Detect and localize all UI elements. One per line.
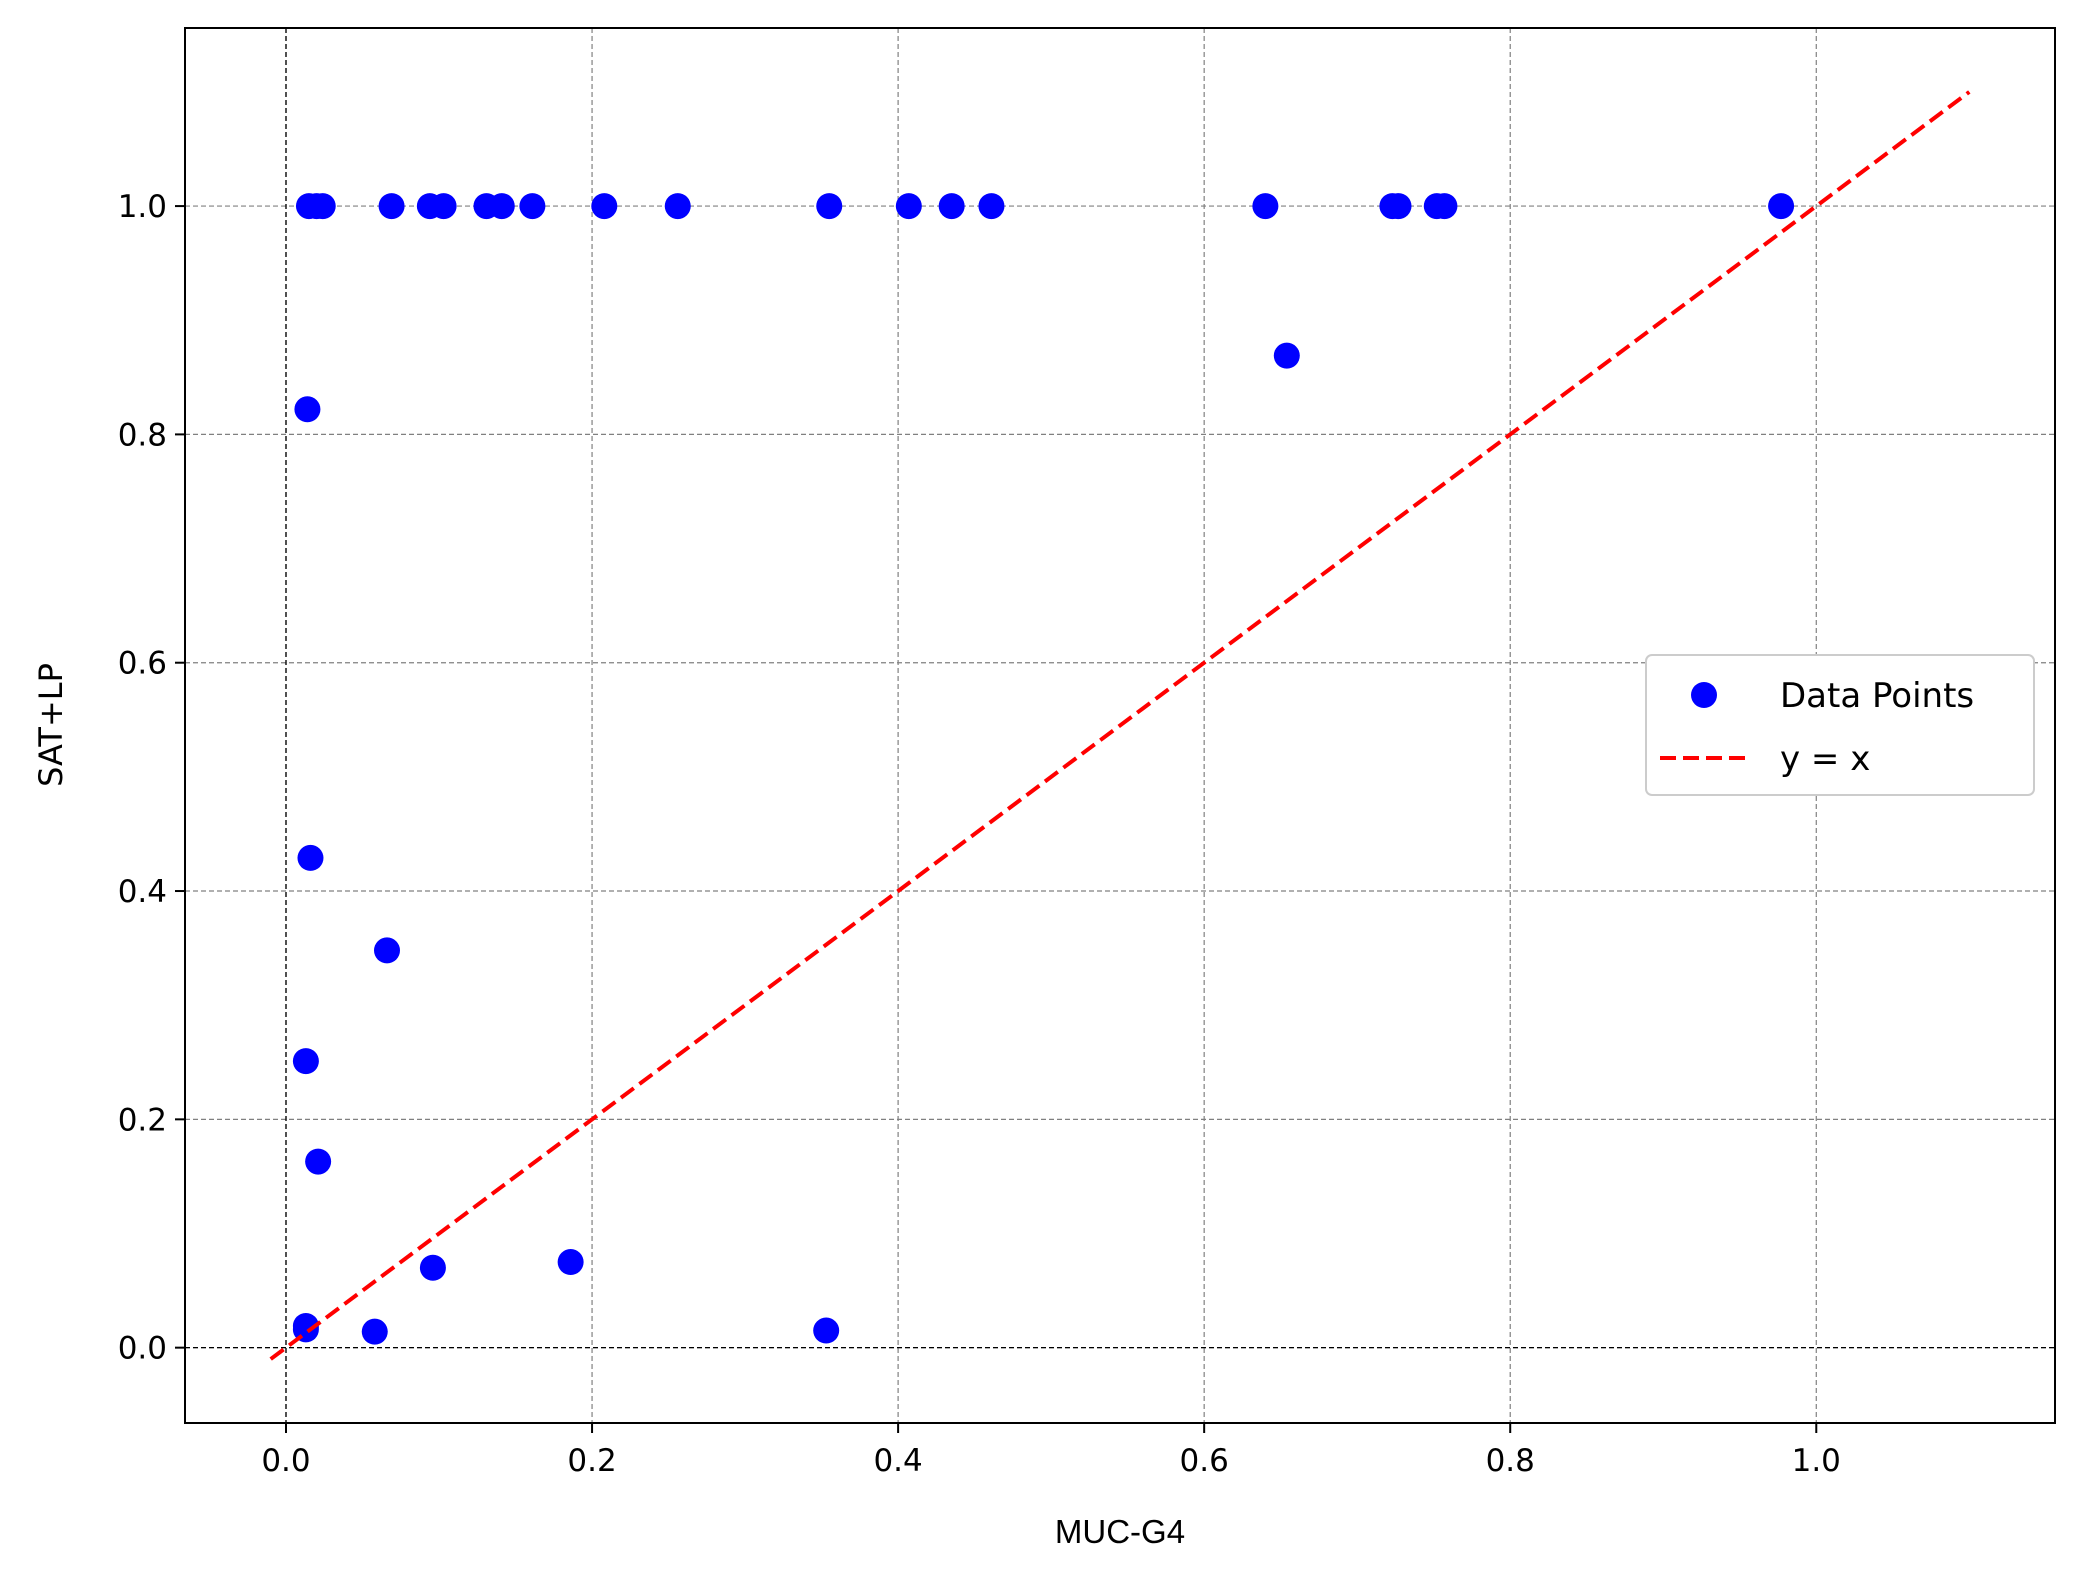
x-tick-label-4: 0.8 [1486,1443,1535,1479]
data-point-32 [813,1317,840,1344]
data-point-30 [419,1254,446,1281]
data-point-11 [816,193,843,220]
data-point-13 [938,193,965,220]
data-point-7 [488,193,515,220]
y-tick-label-3: 0.6 [118,646,167,682]
x-tick-label-5: 1.0 [1792,1443,1841,1479]
data-point-29 [361,1318,388,1345]
data-point-26 [305,1148,332,1175]
legend-label-y-equals-x: y = x [1780,739,1870,779]
y-axis-label: SAT+LP [32,663,70,787]
plot-frame [184,27,2056,1424]
data-point-15 [1252,193,1279,220]
data-point-20 [1768,193,1795,220]
data-point-14 [978,193,1005,220]
reference-line-y-equals-x [269,90,1971,1361]
data-point-23 [297,844,324,871]
x-tick-label-1: 0.2 [567,1443,616,1479]
zero-lines [185,28,2055,1423]
x-axis-label: MUC-G4 [1055,1513,1185,1550]
data-point-8 [519,193,546,220]
legend-label-data-points: Data Points [1780,676,1974,716]
data-point-5 [430,193,457,220]
data-point-25 [292,1048,319,1075]
x-tick-label-3: 0.6 [1180,1443,1229,1479]
data-point-17 [1385,193,1412,220]
data-point-9 [591,193,618,220]
data-point-24 [373,937,400,964]
y-tick-label-2: 0.4 [118,874,167,910]
data-point-22 [294,396,321,423]
data-point-31 [557,1249,584,1276]
y-tick-label-4: 0.8 [118,417,167,453]
x-tick-label-2: 0.4 [873,1443,922,1479]
y-tick-label-5: 1.0 [118,189,167,225]
data-point-10 [664,193,691,220]
y-axis-ticks: 0.0 0.2 0.4 0.6 0.8 1.0 [118,189,185,1367]
data-point-21 [1273,342,1300,369]
data-point-12 [895,193,922,220]
legend: Data Points y = x [1645,654,2035,796]
data-point-2 [309,193,336,220]
data-marks [269,90,1971,1361]
y-tick-label-0: 0.0 [118,1331,167,1367]
x-axis-ticks: 0.0 0.2 0.4 0.6 0.8 1.0 [261,1423,1841,1479]
legend-marker-data-points [1691,682,1717,708]
y-tick-label-1: 0.2 [118,1102,167,1138]
x-tick-label-0: 0.0 [261,1443,310,1479]
data-point-3 [378,193,405,220]
data-point-19 [1431,193,1458,220]
